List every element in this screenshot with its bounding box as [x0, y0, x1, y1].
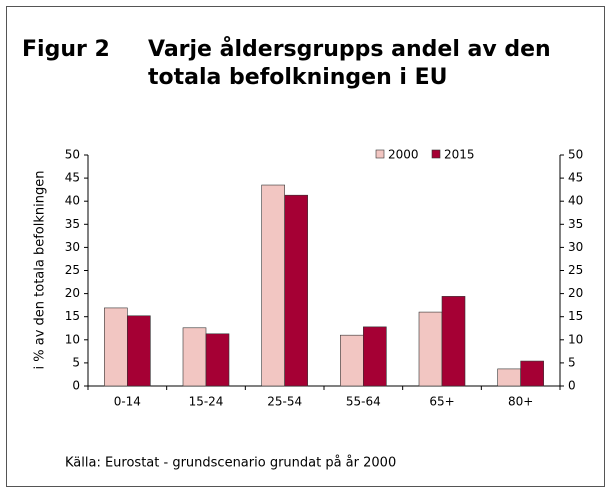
chart-title: totala befolkningen i EU	[148, 65, 448, 90]
x-tick-label: 25-54	[267, 395, 302, 409]
bar	[340, 334, 364, 387]
bar	[363, 326, 387, 387]
figure-label: Figur 2	[22, 37, 110, 62]
y-tick-label: 30	[65, 240, 80, 254]
legend-swatch	[431, 149, 441, 159]
y2-tick-label: 45	[568, 171, 583, 185]
x-tick-label: 15-24	[189, 395, 224, 409]
legend-label: 2000	[388, 148, 419, 162]
y-tick-label: 25	[65, 263, 80, 277]
y2-tick-label: 35	[568, 217, 583, 231]
y2-tick-label: 5	[568, 355, 576, 369]
bar	[205, 333, 230, 387]
y-axis-label: i % av den totala befolkningen	[33, 171, 48, 370]
y2-tick-label: 0	[568, 379, 576, 393]
bar	[418, 311, 443, 387]
y-tick-label: 20	[65, 286, 80, 300]
y-tick-label: 35	[65, 217, 80, 231]
bar	[104, 307, 128, 387]
y2-tick-label: 40	[568, 194, 583, 208]
bar	[284, 194, 308, 387]
bar	[441, 296, 466, 387]
y-tick-label: 0	[72, 379, 80, 393]
y2-tick-label: 15	[568, 309, 583, 323]
bar	[520, 360, 544, 387]
y2-tick-label: 25	[568, 263, 583, 277]
x-tick-label: 65+	[429, 395, 454, 409]
y-tick-label: 5	[72, 355, 80, 369]
x-tick-label: 0-14	[114, 395, 141, 409]
y-tick-label: 40	[65, 194, 80, 208]
y2-tick-label: 20	[568, 286, 583, 300]
y2-tick-label: 30	[568, 240, 583, 254]
bar	[182, 327, 207, 387]
bar	[127, 315, 151, 387]
x-tick-label: 80+	[508, 395, 533, 409]
chart-title: Varje åldersgrupps andel av den	[148, 36, 551, 62]
source: Källa: Eurostat - grundscenario grundat …	[65, 456, 396, 471]
x-tick-label: 55-64	[346, 395, 381, 409]
bar	[497, 368, 521, 387]
y-tick-label: 10	[65, 332, 80, 346]
y2-tick-label: 10	[568, 332, 583, 346]
y-tick-label: 15	[65, 309, 80, 323]
y2-tick-label: 50	[568, 148, 583, 162]
y-tick-label: 50	[65, 148, 80, 162]
legend-label: 2015	[444, 148, 475, 162]
bar	[261, 184, 285, 387]
y-tick-label: 45	[65, 171, 80, 185]
legend-swatch	[375, 149, 385, 159]
